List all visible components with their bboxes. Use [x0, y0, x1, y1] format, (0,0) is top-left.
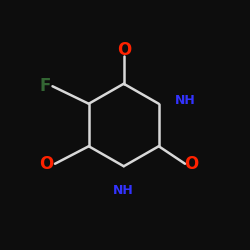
Text: NH: NH — [175, 94, 196, 106]
Text: O: O — [116, 41, 131, 59]
Text: O: O — [39, 155, 54, 173]
Text: NH: NH — [114, 184, 134, 196]
Text: F: F — [39, 77, 51, 95]
Text: O: O — [184, 155, 198, 173]
